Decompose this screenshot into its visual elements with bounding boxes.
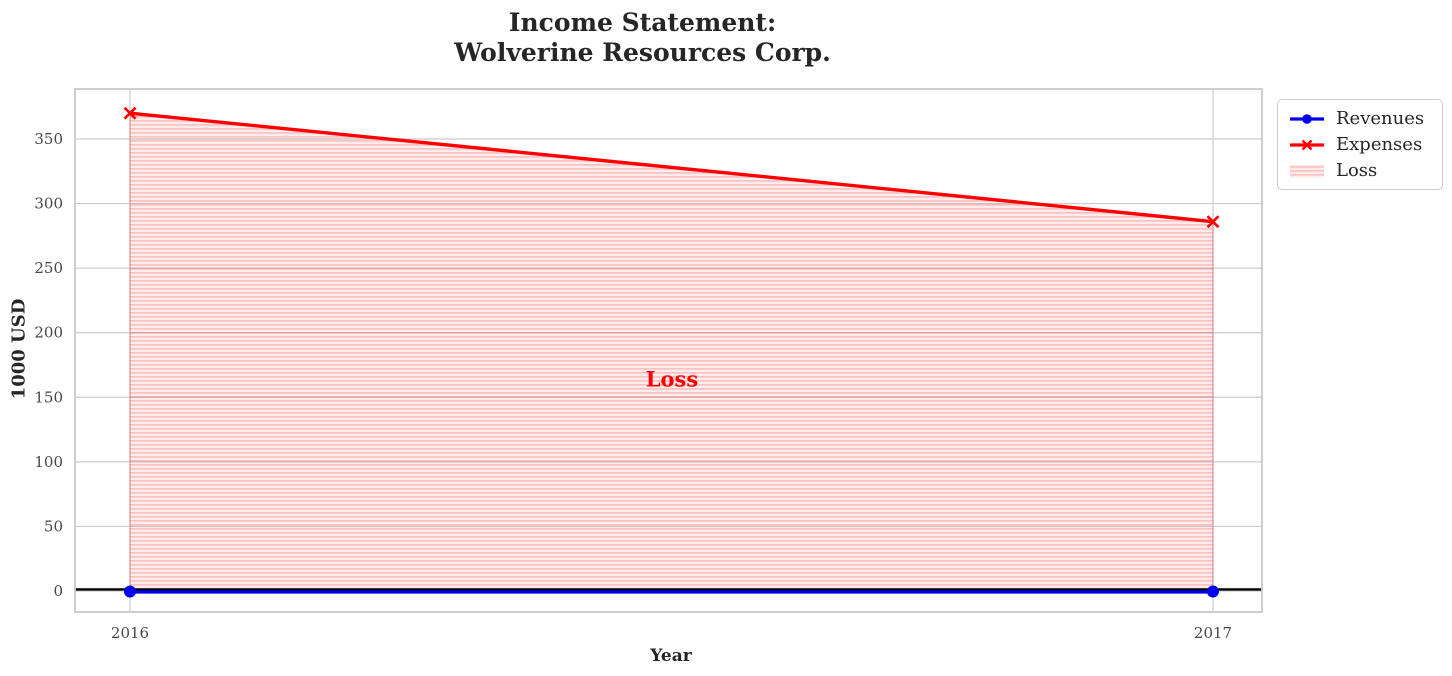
expenses-marker-x (1206, 215, 1220, 229)
x-tick-label: 2016 (111, 624, 149, 642)
y-tick-label: 350 (34, 130, 63, 148)
expenses-series (123, 106, 1220, 229)
y-tick-label: 150 (34, 388, 63, 406)
legend-label-loss: Loss (1336, 160, 1378, 181)
revenues-series (124, 585, 1219, 598)
revenues-marker-circle (1207, 585, 1219, 598)
expenses-line (128, 111, 1215, 224)
loss-area (129, 112, 1214, 593)
y-tick-label: 50 (44, 517, 63, 535)
tick-labels: 0 50 100 150 200 250 300 350 2016 2017 (34, 130, 1232, 642)
y-tick-label: 200 (34, 324, 63, 342)
y-tick-label: 300 (34, 195, 63, 213)
revenues-line-swatch (1290, 113, 1324, 124)
revenues-marker-circle (124, 585, 136, 598)
legend-item-revenues: Revenues (1288, 109, 1432, 128)
loss-patch-swatch (1290, 164, 1324, 177)
y-axis-label: 1000 USD (8, 298, 30, 400)
legend-label-revenues: Revenues (1336, 108, 1425, 129)
expenses-marker-x (123, 106, 137, 120)
x-axis-label: Year (650, 646, 692, 666)
y-tick-label: 250 (34, 259, 63, 277)
y-tick-label: 0 (53, 582, 63, 600)
expenses-line-swatch (1290, 139, 1324, 150)
y-tick-label: 100 (34, 453, 63, 471)
x-tick-label: 2017 (1194, 624, 1232, 642)
legend-item-expenses: Expenses (1288, 135, 1432, 154)
chart-title: Income Statement: Wolverine Resources Co… (454, 8, 831, 67)
axes-border (74, 88, 1263, 613)
loss-annotation: Loss (645, 366, 699, 392)
legend-label-expenses: Expenses (1336, 134, 1423, 155)
legend: Revenues Expenses Loss (1277, 99, 1443, 190)
legend-item-loss: Loss (1288, 161, 1432, 180)
